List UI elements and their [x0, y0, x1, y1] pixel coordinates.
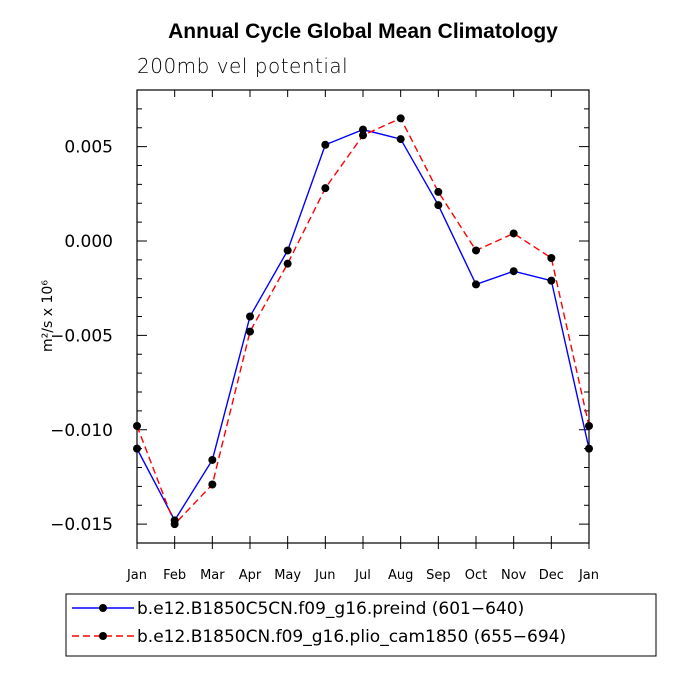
data-point	[396, 114, 405, 123]
x-tick-label: Dec	[539, 568, 564, 583]
data-point	[170, 520, 179, 529]
data-point	[246, 312, 254, 321]
y-axis-label-text: m²/s x 10⁶	[40, 280, 56, 352]
legend-label-1: b.e12.B1850C5CN.f09_g16.preind (601−640)	[137, 599, 524, 619]
chart-title: Annual Cycle Global Mean Climatology	[168, 20, 558, 43]
axis-ticks	[136, 89, 590, 549]
data-point	[246, 327, 254, 336]
data-point	[321, 184, 330, 193]
data-point	[509, 229, 518, 238]
x-tick-label: Oct	[465, 568, 487, 583]
data-point	[472, 246, 480, 255]
y-tick-labels: 0.005 0.000 −0.005 −0.010 −0.015	[50, 138, 113, 536]
y-tick-label: 0.005	[64, 138, 113, 158]
legend-box	[65, 593, 657, 657]
plot-frame	[136, 89, 590, 544]
series-lines	[136, 117, 590, 526]
y-tick-label: 0.000	[64, 232, 113, 252]
x-tick-label: May	[274, 568, 301, 583]
data-point	[434, 187, 443, 196]
data-point	[359, 125, 367, 134]
data-point	[133, 421, 141, 430]
y-tick-label: −0.005	[50, 326, 113, 346]
data-point	[547, 276, 556, 285]
x-tick-label: Feb	[163, 568, 186, 583]
data-point	[547, 253, 556, 262]
legend-marker	[99, 632, 107, 640]
data-point	[585, 421, 593, 430]
y-axis-label: m²/s x 10⁶	[40, 280, 56, 352]
x-tick-label: Sep	[426, 568, 451, 583]
data-point	[396, 135, 405, 144]
data-point	[208, 480, 217, 489]
data-point	[509, 267, 518, 276]
data-point	[585, 444, 593, 453]
legend-marker	[99, 604, 107, 612]
x-tick-label: Jul	[354, 568, 371, 583]
x-tick-label: Jan	[126, 568, 147, 583]
legend: b.e12.B1850C5CN.f09_g16.preind (601−640)…	[72, 599, 566, 647]
data-point	[321, 140, 330, 149]
data-point	[133, 444, 141, 453]
x-tick-label: Jan	[578, 568, 599, 583]
x-tick-label: Nov	[501, 568, 527, 583]
data-point	[208, 455, 217, 464]
x-tick-label: Aug	[388, 568, 413, 583]
x-tick-label: Mar	[200, 568, 225, 583]
y-tick-label: −0.010	[50, 421, 113, 441]
series-line-1	[136, 128, 590, 522]
y-tick-label: −0.015	[50, 515, 113, 535]
series-points	[133, 114, 593, 529]
x-tick-label: Apr	[239, 568, 262, 583]
data-point	[283, 259, 292, 268]
chart-subtitle: 200mb vel potential	[137, 54, 348, 78]
series-line-2	[136, 117, 590, 526]
legend-label-2: b.e12.B1850CN.f09_g16.plio_cam1850 (655−…	[137, 627, 566, 647]
data-point	[283, 246, 292, 255]
data-point	[434, 201, 443, 210]
x-tick-label: Jun	[314, 568, 335, 583]
x-tick-labels: Jan Feb Mar Apr May Jun Jul Aug Sep Oct Nov Dec Jan	[126, 568, 599, 583]
data-point	[359, 131, 367, 140]
data-point	[472, 280, 480, 289]
